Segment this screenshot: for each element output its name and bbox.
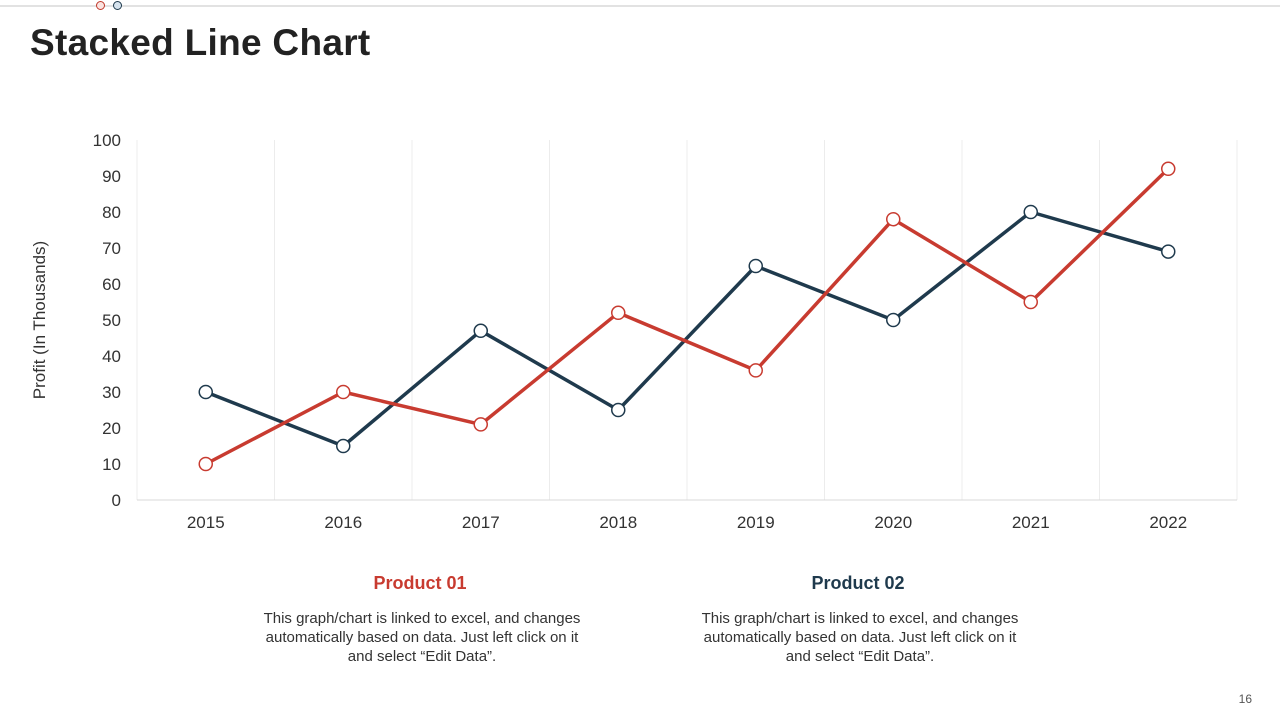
y-tick-label: 90: [102, 167, 121, 186]
product-01-point: [1023, 294, 1038, 310]
product-01-point: [198, 456, 213, 472]
product-02-point: [1023, 204, 1038, 220]
x-tick-label: 2019: [737, 513, 775, 532]
y-tick-label: 80: [102, 203, 121, 222]
product-02-point: [198, 384, 213, 400]
y-tick-label: 10: [102, 455, 121, 474]
blue-dot-icon: [113, 1, 122, 10]
x-tick-label: 2016: [324, 513, 362, 532]
y-tick-label: 0: [112, 491, 121, 510]
product-02-point: [611, 402, 626, 418]
product-02-point: [748, 258, 763, 274]
x-tick-label: 2017: [462, 513, 500, 532]
y-tick-label: 30: [102, 383, 121, 402]
top-divider: [0, 5, 1280, 7]
product-01-point: [336, 384, 351, 400]
product-01-point: [748, 363, 763, 378]
x-tick-label: 2020: [874, 513, 912, 532]
product1-legend-title: Product 01: [373, 573, 467, 593]
product-02-point: [1161, 244, 1176, 259]
y-tick-label: 100: [93, 131, 121, 150]
y-tick-label: 60: [102, 275, 121, 294]
y-tick-label: 50: [102, 311, 121, 330]
product-01-point: [1161, 161, 1176, 177]
y-tick-label: 70: [102, 239, 121, 258]
product1-description: This graph/chart is linked to excel, and…: [263, 610, 581, 665]
product-01-point: [611, 305, 626, 321]
product-02-point: [473, 323, 488, 339]
x-tick-label: 2021: [1012, 513, 1050, 532]
page-title: Stacked Line Chart: [30, 22, 371, 63]
product2-legend-title: Product 02: [811, 573, 905, 593]
red-dot-icon: [96, 1, 105, 10]
product-01-point: [473, 417, 488, 432]
x-tick-label: 2018: [599, 513, 637, 532]
product-02-point: [336, 438, 351, 454]
x-tick-label: 2022: [1149, 513, 1187, 532]
y-tick-label: 20: [102, 419, 121, 438]
y-axis-title: Profit (In Thousands): [30, 241, 49, 399]
page-number: 16: [1238, 692, 1252, 706]
product-01-point: [886, 211, 901, 227]
product-02-line: [205, 210, 1169, 448]
product-01-line: [204, 167, 1170, 466]
x-tick-label: 2015: [187, 513, 225, 532]
product-02-point: [886, 312, 901, 328]
y-tick-label: 40: [102, 347, 121, 366]
product2-description: This graph/chart is linked to excel, and…: [701, 610, 1019, 665]
